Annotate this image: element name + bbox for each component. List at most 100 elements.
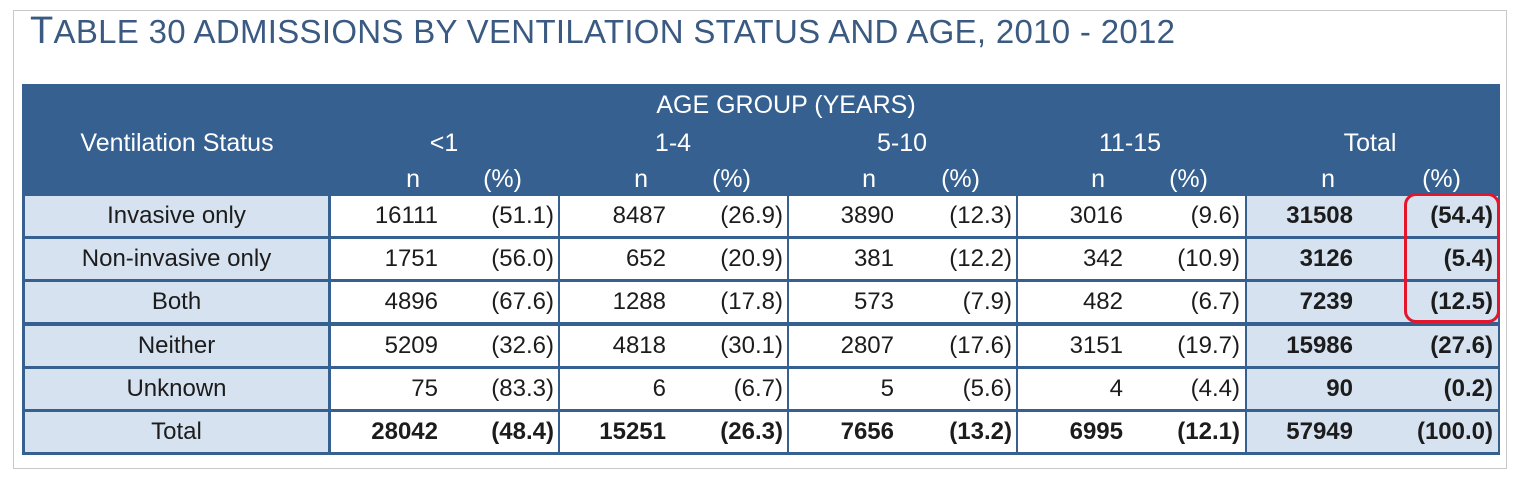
n-subheader: n (1321, 165, 1335, 193)
page-title: TABLE 30 ADMISSIONS BY VENTILATION STATU… (30, 10, 1175, 52)
age-group-5-10-header: 5-10 (876, 129, 928, 157)
cell-11-15: 342 (10.9) (1018, 239, 1245, 279)
percent-value: (54.4) (1430, 202, 1493, 229)
count-value: 482 (1082, 288, 1123, 315)
cell-1-4: 6 (6.7) (560, 369, 787, 409)
percent-value: (6.7) (1190, 288, 1240, 315)
percent-value: (5.6) (962, 375, 1012, 402)
row-label: Unknown (25, 369, 328, 409)
cell-5-10: 381 (12.2) (789, 239, 1016, 279)
count-value: 5209 (384, 332, 438, 359)
count-value: 652 (625, 245, 666, 272)
percent-value: (32.6) (491, 332, 554, 359)
pct-subheader: (%) (712, 165, 751, 193)
percent-value: (20.9) (720, 245, 783, 272)
cell-lt1: 28042 (48.4) (331, 412, 558, 452)
count-value: 57949 (1286, 418, 1353, 445)
percent-value: (83.3) (491, 375, 554, 402)
count-value: 7656 (840, 418, 894, 445)
cell-5-10: 7656 (13.2) (789, 412, 1016, 452)
count-value: 75 (411, 375, 438, 402)
percent-value: (12.1) (1177, 418, 1240, 445)
row-label: Neither (25, 326, 328, 366)
count-value: 16111 (374, 202, 438, 229)
cell-1-4: 652 (20.9) (560, 239, 787, 279)
percent-value: (48.4) (491, 418, 554, 445)
pct-subheader: (%) (1169, 165, 1208, 193)
count-value: 3890 (840, 202, 894, 229)
cell-lt1: 75 (83.3) (331, 369, 558, 409)
count-value: 7239 (1299, 288, 1353, 315)
pct-subheader: (%) (1422, 165, 1461, 193)
cell-total: 31508 (54.4) (1247, 196, 1498, 236)
percent-value: (67.6) (491, 288, 554, 315)
cell-11-15: 482 (6.7) (1018, 282, 1245, 322)
n-subheader: n (406, 165, 420, 193)
percent-value: (12.5) (1430, 288, 1493, 315)
percent-value: (13.2) (949, 418, 1012, 445)
cell-11-15: 4 (4.4) (1018, 369, 1245, 409)
count-value: 3016 (1069, 202, 1123, 229)
percent-value: (4.4) (1190, 375, 1240, 402)
count-value: 8487 (612, 202, 666, 229)
count-value: 573 (853, 288, 894, 315)
count-value: 15251 (599, 418, 666, 445)
row-label: Non-invasive only (25, 239, 328, 279)
age-group-total-header: Total (1343, 129, 1397, 157)
pct-subheader: (%) (483, 165, 522, 193)
count-value: 381 (853, 245, 894, 272)
cell-lt1: 16111 (51.1) (331, 196, 558, 236)
count-value: 342 (1082, 245, 1123, 272)
count-value: 31508 (1286, 202, 1353, 229)
percent-value: (56.0) (491, 245, 554, 272)
count-value: 4 (1109, 375, 1123, 402)
percent-value: (9.6) (1190, 202, 1240, 229)
percent-value: (7.9) (962, 288, 1012, 315)
count-value: 28042 (371, 418, 438, 445)
count-value: 6995 (1069, 418, 1123, 445)
percent-value: (5.4) (1443, 245, 1493, 272)
count-value: 5 (880, 375, 894, 402)
cell-1-4: 15251 (26.3) (560, 412, 787, 452)
cell-11-15: 6995 (12.1) (1018, 412, 1245, 452)
percent-value: (17.8) (720, 288, 783, 315)
percent-value: (12.3) (949, 202, 1012, 229)
percent-value: (27.6) (1430, 332, 1493, 359)
cell-5-10: 5 (5.6) (789, 369, 1016, 409)
row-label: Invasive only (25, 196, 328, 236)
cell-total: 57949 (100.0) (1247, 412, 1498, 452)
percent-value: (51.1) (491, 202, 554, 229)
highlight-box (1404, 193, 1500, 323)
pct-subheader: (%) (941, 165, 980, 193)
row-label: Both (25, 282, 328, 322)
percent-value: (100.0) (1416, 418, 1493, 445)
count-value: 1288 (612, 288, 666, 315)
count-value: 6 (652, 375, 666, 402)
percent-value: (30.1) (720, 332, 783, 359)
cell-total: 3126 (5.4) (1247, 239, 1498, 279)
count-value: 1751 (384, 245, 438, 272)
cell-1-4: 8487 (26.9) (560, 196, 787, 236)
n-subheader: n (862, 165, 876, 193)
count-value: 3126 (1299, 245, 1353, 272)
cell-lt1: 4896 (67.6) (331, 282, 558, 322)
n-subheader: n (1091, 165, 1105, 193)
cell-5-10: 3890 (12.3) (789, 196, 1016, 236)
cell-total: 15986 (27.6) (1247, 326, 1498, 366)
percent-value: (19.7) (1177, 332, 1240, 359)
cell-total: 7239 (12.5) (1247, 282, 1498, 322)
age-group-lt1-header: <1 (429, 129, 459, 157)
cell-5-10: 2807 (17.6) (789, 326, 1016, 366)
count-value: 4818 (612, 332, 666, 359)
cell-11-15: 3151 (19.7) (1018, 326, 1245, 366)
ventilation-status-header: Ventilation Status (80, 129, 274, 157)
percent-value: (26.3) (720, 418, 783, 445)
count-value: 3151 (1069, 332, 1123, 359)
data-table: AGE GROUP (YEARS) Ventilation Status <1 n… (22, 84, 1500, 455)
count-value: 15986 (1286, 332, 1353, 359)
percent-value: (6.7) (733, 375, 783, 402)
percent-value: (12.2) (949, 245, 1012, 272)
row-label: Total (25, 412, 328, 452)
age-group-1-4-header: 1-4 (654, 129, 692, 157)
n-subheader: n (634, 165, 648, 193)
